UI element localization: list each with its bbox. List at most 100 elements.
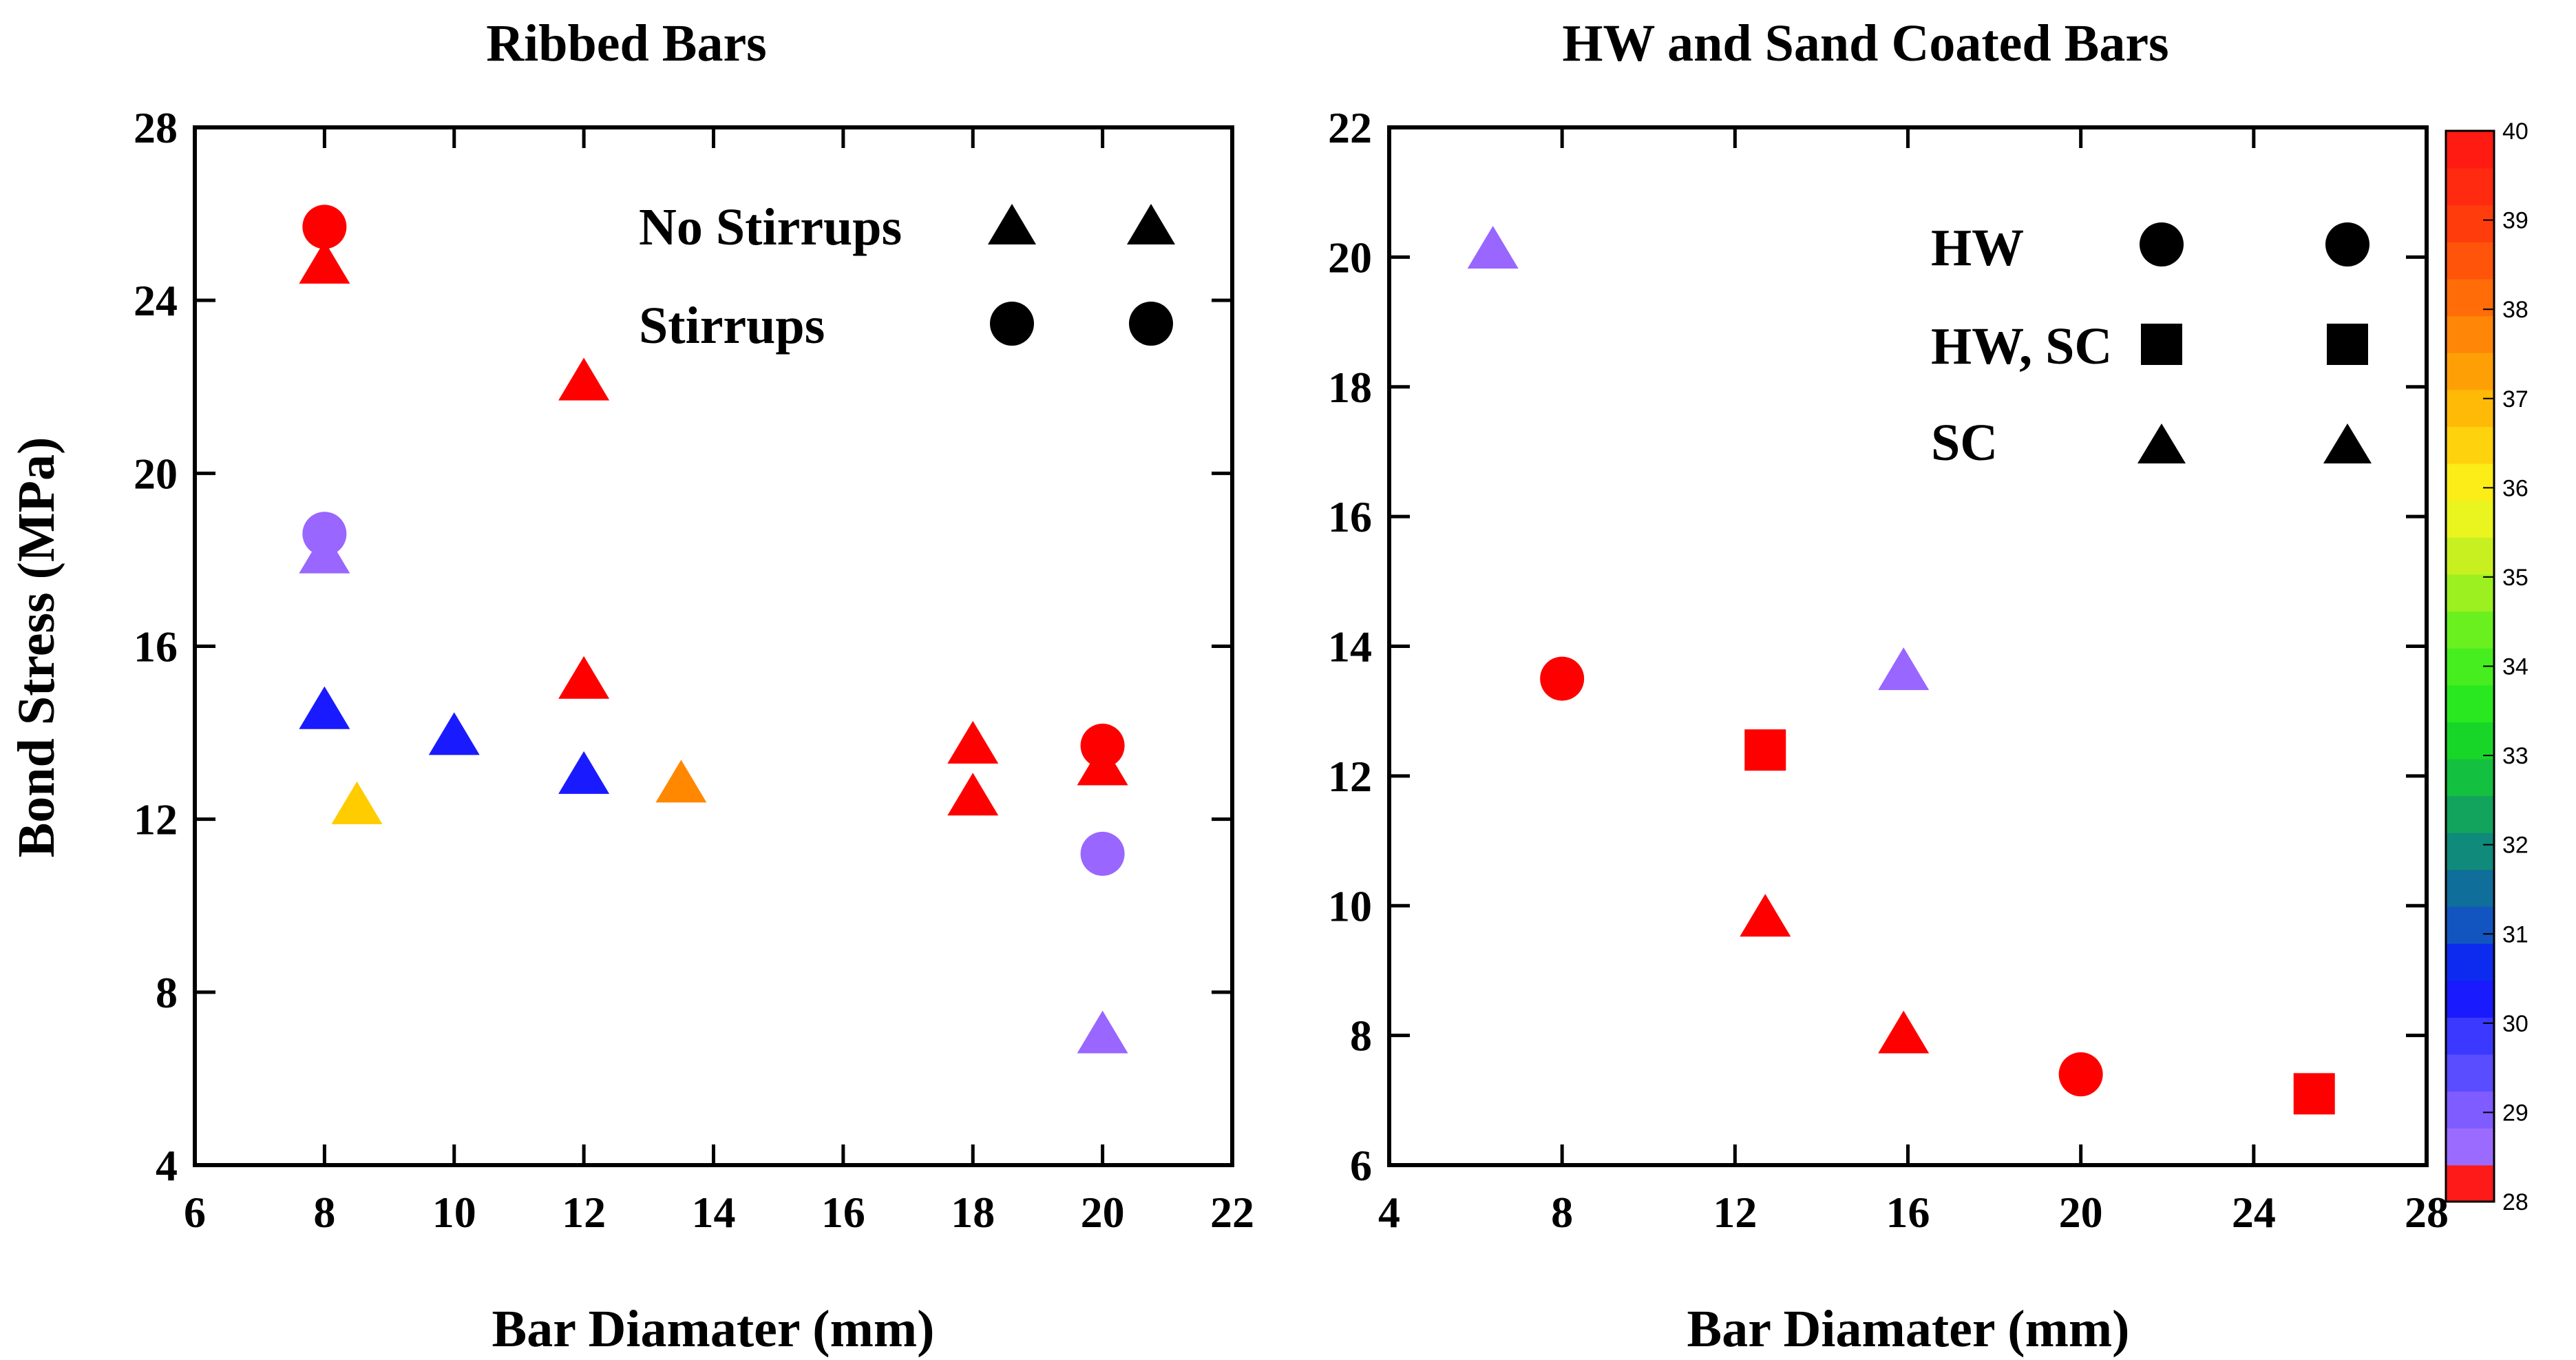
- ribbed-legend: No Stirrups Stirrups: [639, 198, 1175, 355]
- hw-x-tick-label: 8: [1551, 1188, 1573, 1237]
- colorbar-tick-label: 32: [2502, 833, 2529, 859]
- ribbed-x-tick-label: 22: [1210, 1188, 1254, 1237]
- colorbar-segment: [2446, 611, 2494, 649]
- colorbar-segment: [2446, 1164, 2494, 1202]
- ribbed-triangle-point: [1077, 1010, 1128, 1054]
- colorbar-segment: [2446, 758, 2494, 797]
- hw-y-tick-label: 8: [1350, 1012, 1372, 1060]
- ribbed-y-tick-label: 28: [134, 103, 178, 152]
- colorbar-tick-label: 36: [2502, 475, 2529, 501]
- ribbed-y-tick-label: 8: [156, 968, 178, 1017]
- ribbed-circle-point: [302, 205, 347, 249]
- ribbed-triangle-point: [428, 712, 480, 755]
- hw-chart-title: HW and Sand Coated Bars: [1562, 14, 2168, 72]
- legend-no-stirrups-triangle-icon: [1127, 204, 1175, 244]
- colorbar-segment: [2446, 241, 2494, 280]
- ribbed-x-tick-label: 18: [951, 1188, 995, 1237]
- hw-x-tick-label: 20: [2059, 1188, 2103, 1237]
- ribbed-triangle-point: [655, 760, 707, 803]
- colorbar-tick-label: 30: [2502, 1011, 2529, 1037]
- ribbed-x-tick-label: 8: [313, 1188, 335, 1237]
- hw-triangle-point: [1878, 1010, 1930, 1054]
- hw-y-tick-label: 20: [1328, 233, 1372, 282]
- legend-hw-circle-icon: [2140, 222, 2184, 266]
- ribbed-axis-ticks: 6 8 10 12 14 16 18 20 22 4 8 12 16 20 24 28: [134, 103, 1254, 1237]
- legend-sc-label: SC: [1931, 414, 1998, 472]
- colorbar-segment: [2446, 315, 2494, 353]
- colorbar-segment: [2446, 721, 2494, 760]
- colorbar-tick-label: 37: [2502, 386, 2529, 412]
- colorbar-segment: [2446, 500, 2494, 538]
- ribbed-triangle-point: [947, 773, 999, 816]
- hw-x-axis-label: Bar Diamater (mm): [1687, 1300, 2130, 1358]
- colorbar-tick-label: 33: [2502, 743, 2529, 769]
- colorbar-segment: [2446, 832, 2494, 870]
- ribbed-chart-title: Ribbed Bars: [486, 14, 767, 72]
- colorbar-segment: [2446, 205, 2494, 242]
- ribbed-x-tick-label: 10: [432, 1188, 476, 1237]
- hw-triangle-point: [1740, 894, 1791, 937]
- hw-x-tick-label: 28: [2405, 1188, 2449, 1237]
- colorbar-segment: [2446, 943, 2494, 981]
- ribbed-y-axis-label: Bond Stress (MPa): [8, 437, 65, 858]
- ribbed-x-tick-label: 14: [692, 1188, 736, 1237]
- colorbar-segment: [2446, 1091, 2494, 1129]
- legend-hw-label: HW: [1931, 219, 2024, 277]
- ribbed-triangle-point: [558, 357, 610, 401]
- hw-circle-point: [2058, 1052, 2103, 1097]
- ribbed-circle-point: [1080, 831, 1125, 876]
- hw-square-point: [1744, 729, 1786, 771]
- ribbed-triangle-point: [558, 751, 610, 794]
- colorbar-segment: [2446, 684, 2494, 722]
- legend-stirrups-circle-icon: [1129, 302, 1173, 346]
- ribbed-triangle-point: [331, 781, 383, 824]
- hw-axis-ticks: 4 8 12 16 20 24 28 6 8 10 12 14 16 18 20 22: [1328, 103, 2449, 1237]
- legend-stirrups-label: Stirrups: [639, 297, 825, 355]
- legend-hw-sc-square-icon: [2327, 324, 2368, 365]
- colorbar-segment: [2446, 906, 2494, 944]
- ribbed-data-points: [299, 205, 1128, 1054]
- colorbar-segment: [2446, 278, 2494, 317]
- colorbar-tick-label: 40: [2502, 118, 2529, 145]
- ribbed-triangle-point: [1077, 742, 1128, 786]
- ribbed-y-tick-label: 16: [134, 623, 178, 671]
- colorbar-segment: [2446, 1054, 2494, 1092]
- legend-stirrups-circle-icon: [990, 302, 1034, 346]
- colorbar-segment: [2446, 980, 2494, 1018]
- colorbar-tick-label: 31: [2502, 921, 2529, 948]
- legend-no-stirrups-triangle-icon: [988, 204, 1036, 244]
- colorbar-tick-label: 39: [2502, 208, 2529, 234]
- hw-y-tick-label: 10: [1328, 881, 1372, 930]
- hw-y-tick-label: 14: [1328, 623, 1372, 671]
- hw-y-tick-label: 6: [1350, 1141, 1372, 1190]
- legend-no-stirrups-label: No Stirrups: [639, 198, 902, 256]
- colorbar-segment: [2446, 869, 2494, 908]
- hw-square-point: [2293, 1073, 2335, 1115]
- ribbed-x-tick-label: 6: [184, 1188, 206, 1237]
- legend-hw-circle-icon: [2325, 222, 2369, 266]
- hw-sand-coated-panel: HW and Sand Coated Bars 4 8 12 16 20 24 28 6 8 10…: [1328, 14, 2449, 1358]
- colorbar-segment: [2446, 1127, 2494, 1166]
- hw-circle-point: [1540, 656, 1585, 701]
- hw-data-points: [1467, 225, 2335, 1115]
- hw-y-tick-label: 12: [1328, 752, 1372, 801]
- hw-triangle-point: [1467, 225, 1519, 269]
- ribbed-plot-frame: [193, 125, 1234, 1167]
- colorbar-segment: [2446, 352, 2494, 390]
- hw-x-tick-label: 16: [1886, 1188, 1930, 1237]
- hw-triangle-point: [1878, 647, 1930, 691]
- ribbed-x-tick-label: 12: [562, 1188, 606, 1237]
- legend-hw-sc-label: HW, SC: [1931, 317, 2112, 375]
- hw-legend: HW HW, SC SC: [1931, 219, 2372, 472]
- colorbar-segment: [2446, 795, 2494, 833]
- ribbed-triangle-point: [947, 720, 999, 764]
- colorbar-segment: [2446, 426, 2494, 464]
- colorbar-segment: [2446, 167, 2494, 206]
- ribbed-x-axis-label: Bar Diamater (mm): [492, 1300, 935, 1358]
- hw-x-tick-label: 4: [1378, 1188, 1400, 1237]
- legend-sc-triangle-icon: [2323, 423, 2372, 463]
- ribbed-y-tick-label: 20: [134, 449, 178, 498]
- colorbar-segment: [2446, 389, 2494, 427]
- ribbed-triangle-point: [299, 240, 350, 284]
